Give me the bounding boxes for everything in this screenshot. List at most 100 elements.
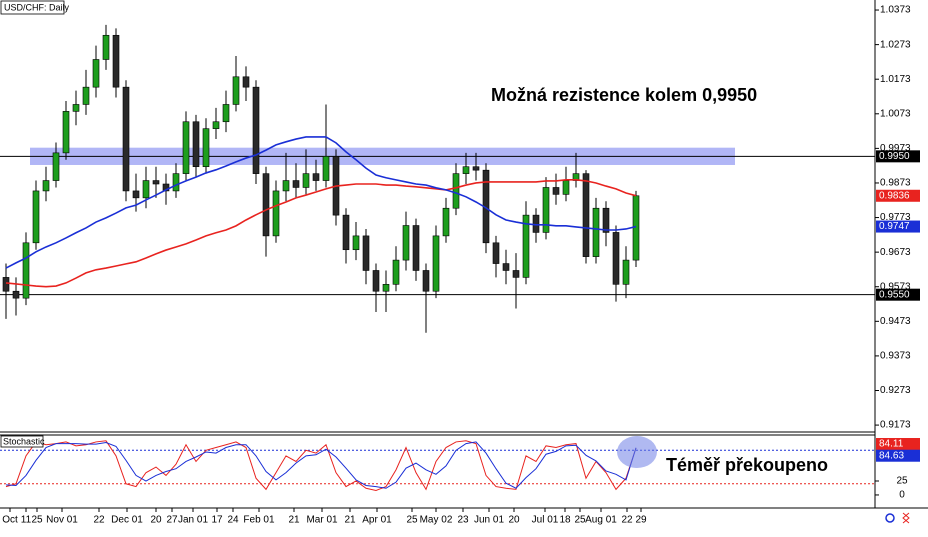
x-tick-label: Nov 01 <box>46 515 78 526</box>
x-tick-label: 24 <box>227 515 239 526</box>
annotation: Možná rezistence kolem 0,9950 <box>491 85 757 105</box>
x-tick-label: Jun 01 <box>474 515 504 526</box>
x-tick-label: 29 <box>635 515 647 526</box>
x-tick-label: Aug 01 <box>585 515 617 526</box>
y-tick-label: 0.9173 <box>880 420 911 431</box>
price-tag <box>876 220 920 233</box>
x-tick-label: May 02 <box>420 515 453 526</box>
icon[interactable] <box>885 513 895 523</box>
x-tick-label: 11 <box>21 515 32 526</box>
candle-body <box>302 173 310 188</box>
candle-body <box>602 207 610 233</box>
x-tick-label: 21 <box>288 515 300 526</box>
y-tick-label: 0.9473 <box>880 316 911 327</box>
candle-body <box>622 259 630 285</box>
candle-body <box>582 173 590 257</box>
candle-body <box>152 180 160 185</box>
candle-body <box>492 242 500 264</box>
annotation: Téměř překoupeno <box>666 455 828 475</box>
candle-body <box>62 111 70 154</box>
moving-average <box>5 136 637 269</box>
candle-body <box>312 173 320 181</box>
y-tick-label: 0 <box>899 490 905 501</box>
price-tag-label: 0.9550 <box>879 289 910 300</box>
candle-body <box>92 59 100 88</box>
candle-body <box>562 180 570 195</box>
y-tick-label: 0.9773 <box>880 212 911 223</box>
candle-body <box>372 270 380 292</box>
candle-body <box>362 235 370 271</box>
candle-body <box>512 270 520 278</box>
y-tick-label: 0.9673 <box>880 247 911 258</box>
candle-body <box>612 232 620 285</box>
candle-body <box>182 121 190 174</box>
candle-body <box>342 214 350 251</box>
x-tick-label: Jul 01 <box>532 515 559 526</box>
y-tick-label: 1.0273 <box>880 39 911 50</box>
y-tick-label: 1.0173 <box>880 74 911 85</box>
candle-body <box>452 173 460 209</box>
price-tag <box>876 438 920 451</box>
x-tick-label: Dec 01 <box>111 515 143 526</box>
candle-body <box>212 121 220 129</box>
candle-body <box>172 173 180 192</box>
y-tick-label: 1.0373 <box>880 5 911 16</box>
toolbar-icons[interactable] <box>885 512 910 524</box>
price-tag <box>876 189 920 202</box>
x-tick-label: 20 <box>508 515 520 526</box>
candle-body <box>542 187 550 233</box>
candle-body <box>142 180 150 199</box>
x-tick-label: Oct <box>2 515 18 526</box>
candle-body <box>82 86 90 105</box>
price-tag <box>876 150 920 163</box>
price-tag-label: 0.9836 <box>879 190 910 201</box>
price-tag-label: 84.63 <box>879 450 904 461</box>
x-tick-label: Feb 01 <box>243 515 275 526</box>
candle-body <box>22 242 30 299</box>
x-tick-label: 17 <box>211 515 223 526</box>
candle-body <box>102 34 110 60</box>
candle-body <box>42 180 50 192</box>
pane-title-box <box>0 435 44 448</box>
x-tick-label: Mar 01 <box>306 515 338 526</box>
x-tick-label: 22 <box>621 515 633 526</box>
chart-title: USD/CHF: Daily <box>4 2 70 12</box>
y-tick-label: 25 <box>896 476 908 487</box>
x-tick-label: 25 <box>406 515 418 526</box>
price-tag-label: 0.9950 <box>879 151 910 162</box>
candle-body <box>122 86 130 192</box>
x-tick-label: 25 <box>574 515 586 526</box>
x-tick-label: Jan 01 <box>178 515 208 526</box>
candle-body <box>112 34 120 88</box>
candle-body <box>272 190 280 237</box>
candle-body <box>162 183 170 192</box>
candle-body <box>522 214 530 278</box>
x-tick-label: 18 <box>559 515 571 526</box>
candle-body <box>422 270 430 292</box>
icon[interactable] <box>902 512 910 524</box>
candle-body <box>2 277 10 292</box>
candle-body <box>402 225 410 261</box>
x-tick-label: 27 <box>166 515 178 526</box>
candle-body <box>32 190 40 244</box>
candle-body <box>632 195 640 261</box>
candle-body <box>532 214 540 233</box>
title-box <box>0 0 65 15</box>
candle-body <box>462 166 470 174</box>
highlight <box>617 436 657 468</box>
y-tick-label: 0.9973 <box>880 143 911 154</box>
candle-body <box>192 121 200 168</box>
x-tick-label: 20 <box>150 515 162 526</box>
candle-body <box>202 128 210 168</box>
y-tick-label: 0.9373 <box>880 351 911 362</box>
candle-body <box>12 290 20 299</box>
candle-body <box>442 207 450 237</box>
candle-body <box>412 225 420 271</box>
pane-title: Stochastic <box>3 436 45 446</box>
x-tick-label: 21 <box>344 515 356 526</box>
candle-body <box>292 180 300 188</box>
x-tick-label: 23 <box>457 515 469 526</box>
candle-body <box>282 180 290 192</box>
stochastic-line <box>5 441 637 489</box>
y-tick-label: 0.9573 <box>880 281 911 292</box>
